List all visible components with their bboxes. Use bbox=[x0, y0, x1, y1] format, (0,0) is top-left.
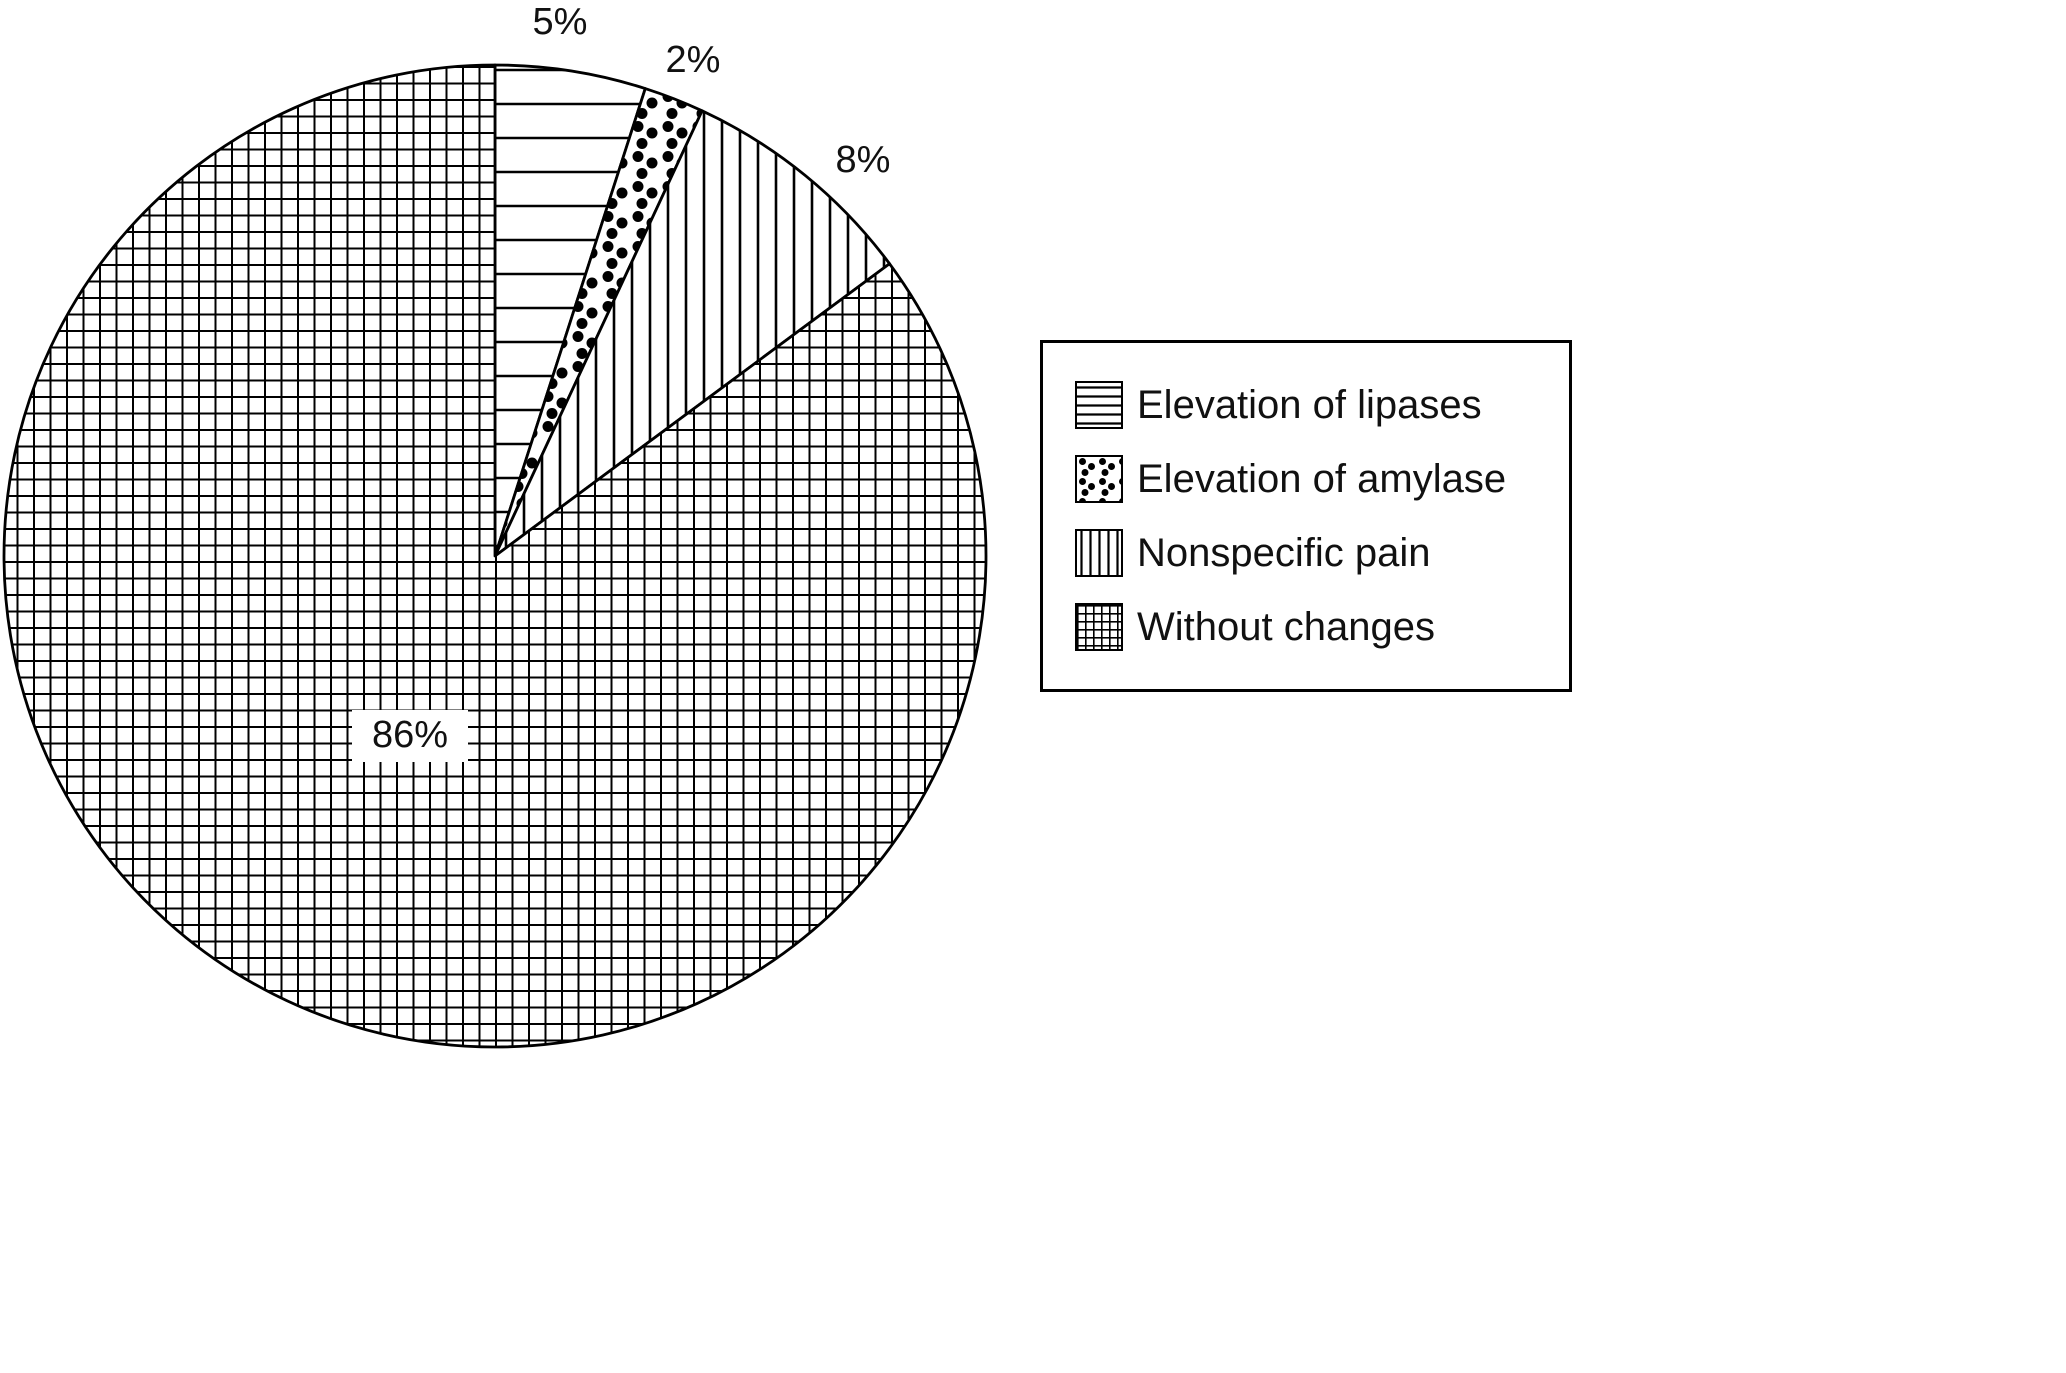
legend-item-without-changes: Without changes bbox=[1075, 603, 1537, 651]
vertical-lines-pattern-icon bbox=[1075, 529, 1123, 577]
slice-label-elevation-of-amylase: 2% bbox=[665, 39, 721, 81]
pie-slice-without-changes bbox=[2, 63, 988, 1049]
legend-item-elevation-of-lipases: Elevation of lipases bbox=[1075, 381, 1537, 429]
chart-legend: Elevation of lipases Elevation of amylas… bbox=[1040, 340, 1572, 692]
slice-label-without-changes: 86% bbox=[352, 710, 469, 762]
slice-label-nonspecific-pain: 8% bbox=[835, 139, 891, 181]
legend-item-nonspecific-pain: Nonspecific pain bbox=[1075, 529, 1537, 577]
legend-label-elevation-of-lipases: Elevation of lipases bbox=[1137, 382, 1482, 427]
legend-item-elevation-of-amylase: Elevation of amylase bbox=[1075, 455, 1537, 503]
legend-label-nonspecific-pain: Nonspecific pain bbox=[1137, 530, 1431, 575]
slice-label-elevation-of-lipases: 5% bbox=[532, 1, 588, 43]
horizontal-lines-pattern-icon bbox=[1075, 381, 1123, 429]
pie-slice-nonspecific-pain bbox=[493, 109, 891, 558]
grid-pattern-icon bbox=[1075, 603, 1123, 651]
dots-pattern-icon bbox=[1075, 455, 1123, 503]
legend-label-without-changes: Without changes bbox=[1137, 604, 1435, 649]
legend-label-elevation-of-amylase: Elevation of amylase bbox=[1137, 456, 1507, 501]
pie-slice-elevation-of-lipases bbox=[493, 63, 647, 558]
